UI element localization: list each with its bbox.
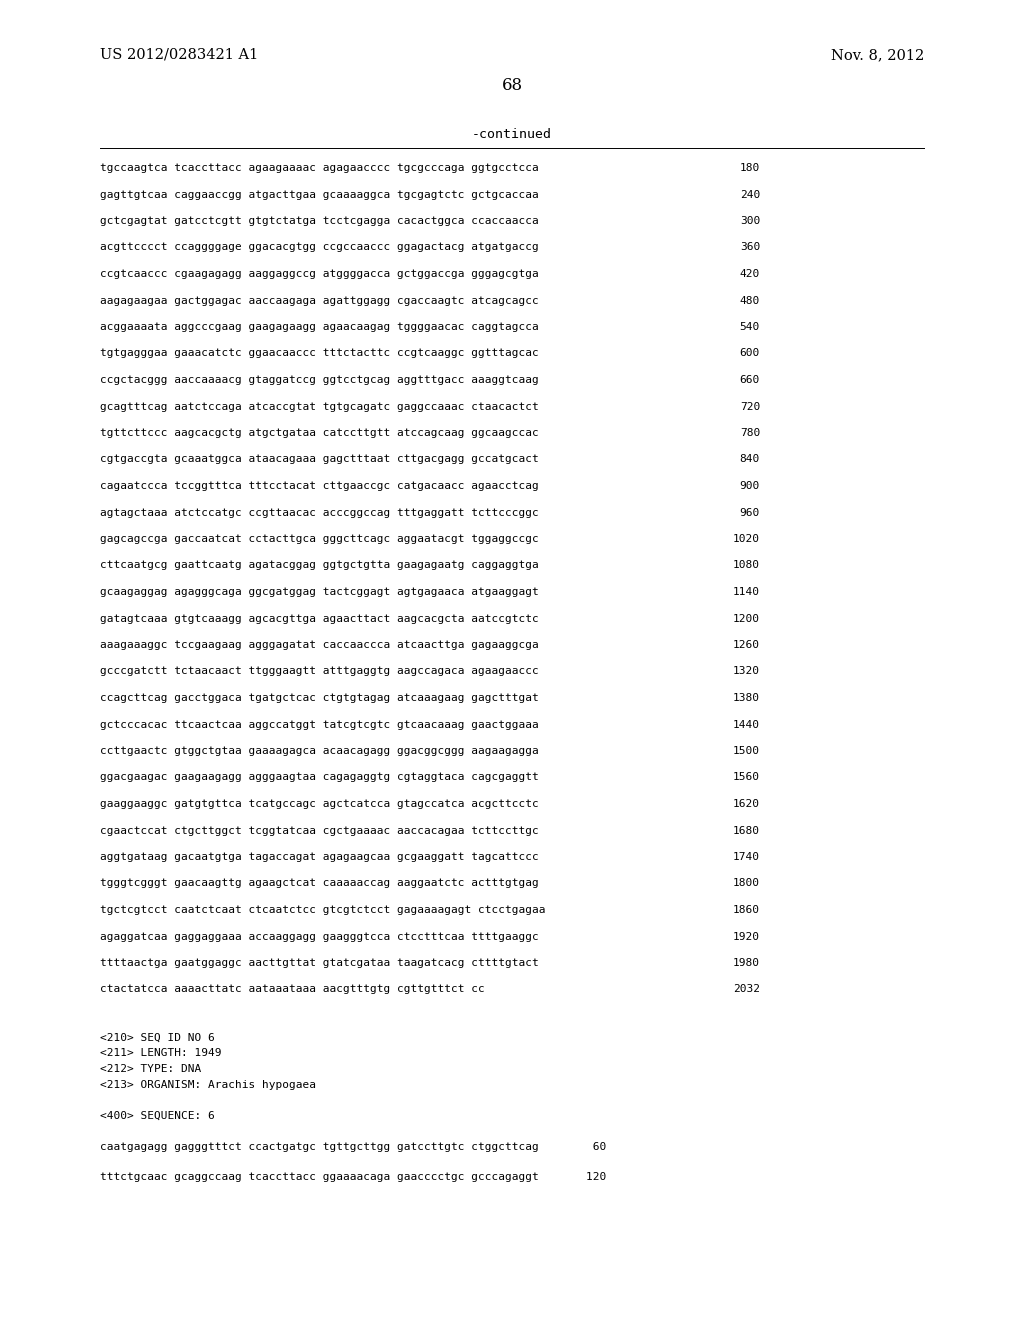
Text: gcagtttcag aatctccaga atcaccgtat tgtgcagatc gaggccaaac ctaacactct: gcagtttcag aatctccaga atcaccgtat tgtgcag… [100,401,539,412]
Text: 960: 960 [739,507,760,517]
Text: agaggatcaa gaggaggaaa accaaggagg gaagggtcca ctcctttcaa ttttgaaggc: agaggatcaa gaggaggaaa accaaggagg gaagggt… [100,932,539,941]
Text: <211> LENGTH: 1949: <211> LENGTH: 1949 [100,1048,221,1059]
Text: gctcccacac ttcaactcaa aggccatggt tatcgtcgtc gtcaacaaag gaactggaaa: gctcccacac ttcaactcaa aggccatggt tatcgtc… [100,719,539,730]
Text: 1080: 1080 [733,561,760,570]
Text: 300: 300 [739,216,760,226]
Text: gcaagaggag agagggcaga ggcgatggag tactcggagt agtgagaaca atgaaggagt: gcaagaggag agagggcaga ggcgatggag tactcgg… [100,587,539,597]
Text: 840: 840 [739,454,760,465]
Text: gatagtcaaa gtgtcaaagg agcacgttga agaacttact aagcacgcta aatccgtctc: gatagtcaaa gtgtcaaagg agcacgttga agaactt… [100,614,539,623]
Text: aaagaaaggc tccgaagaag agggagatat caccaaccca atcaacttga gagaaggcga: aaagaaaggc tccgaagaag agggagatat caccaac… [100,640,539,649]
Text: acgttcccct ccaggggage ggacacgtgg ccgccaaccc ggagactacg atgatgaccg: acgttcccct ccaggggage ggacacgtgg ccgccaa… [100,243,539,252]
Text: gctcgagtat gatcctcgtt gtgtctatga tcctcgagga cacactggca ccaccaacca: gctcgagtat gatcctcgtt gtgtctatga tcctcga… [100,216,539,226]
Text: aggtgataag gacaatgtga tagaccagat agagaagcaa gcgaaggatt tagcattccc: aggtgataag gacaatgtga tagaccagat agagaag… [100,851,539,862]
Text: <213> ORGANISM: Arachis hypogaea: <213> ORGANISM: Arachis hypogaea [100,1080,316,1089]
Text: cgtgaccgta gcaaatggca ataacagaaa gagctttaat cttgacgagg gccatgcact: cgtgaccgta gcaaatggca ataacagaaa gagcttt… [100,454,539,465]
Text: Nov. 8, 2012: Nov. 8, 2012 [830,48,924,62]
Text: 360: 360 [739,243,760,252]
Text: gagcagccga gaccaatcat cctacttgca gggcttcagc aggaatacgt tggaggccgc: gagcagccga gaccaatcat cctacttgca gggcttc… [100,535,539,544]
Text: agtagctaaa atctccatgc ccgttaacac acccggccag tttgaggatt tcttcccggc: agtagctaaa atctccatgc ccgttaacac acccggc… [100,507,539,517]
Text: cttcaatgcg gaattcaatg agatacggag ggtgctgtta gaagagaatg caggaggtga: cttcaatgcg gaattcaatg agatacggag ggtgctg… [100,561,539,570]
Text: -continued: -continued [472,128,552,141]
Text: tgggtcgggt gaacaagttg agaagctcat caaaaaccag aaggaatctc actttgtgag: tgggtcgggt gaacaagttg agaagctcat caaaaac… [100,879,539,888]
Text: 1020: 1020 [733,535,760,544]
Text: tgttcttccc aagcacgctg atgctgataa catccttgtt atccagcaag ggcaagccac: tgttcttccc aagcacgctg atgctgataa catcctt… [100,428,539,438]
Text: 600: 600 [739,348,760,359]
Text: tttctgcaac gcaggccaag tcaccttacc ggaaaacaga gaacccctgc gcccagaggt       120: tttctgcaac gcaggccaag tcaccttacc ggaaaac… [100,1172,606,1183]
Text: 1920: 1920 [733,932,760,941]
Text: 1560: 1560 [733,772,760,783]
Text: tgctcgtcct caatctcaat ctcaatctcc gtcgtctcct gagaaaagagt ctcctgagaa: tgctcgtcct caatctcaat ctcaatctcc gtcgtct… [100,906,546,915]
Text: <400> SEQUENCE: 6: <400> SEQUENCE: 6 [100,1110,215,1121]
Text: 240: 240 [739,190,760,199]
Text: ccgtcaaccc cgaagagagg aaggaggccg atggggacca gctggaccga gggagcgtga: ccgtcaaccc cgaagagagg aaggaggccg atgggga… [100,269,539,279]
Text: 1740: 1740 [733,851,760,862]
Text: acggaaaata aggcccgaag gaagagaagg agaacaagag tggggaacac caggtagcca: acggaaaata aggcccgaag gaagagaagg agaacaa… [100,322,539,333]
Text: 1440: 1440 [733,719,760,730]
Text: 1500: 1500 [733,746,760,756]
Text: ttttaactga gaatggaggc aacttgttat gtatcgataa taagatcacg cttttgtact: ttttaactga gaatggaggc aacttgttat gtatcga… [100,958,539,968]
Text: 1860: 1860 [733,906,760,915]
Text: 1140: 1140 [733,587,760,597]
Text: ccgctacggg aaccaaaacg gtaggatccg ggtcctgcag aggtttgacc aaaggtcaag: ccgctacggg aaccaaaacg gtaggatccg ggtcctg… [100,375,539,385]
Text: 180: 180 [739,162,760,173]
Text: gagttgtcaa caggaaccgg atgacttgaa gcaaaaggca tgcgagtctc gctgcaccaa: gagttgtcaa caggaaccgg atgacttgaa gcaaaag… [100,190,539,199]
Text: ccttgaactc gtggctgtaa gaaaagagca acaacagagg ggacggcggg aagaagagga: ccttgaactc gtggctgtaa gaaaagagca acaacag… [100,746,539,756]
Text: 420: 420 [739,269,760,279]
Text: ggacgaagac gaagaagagg agggaagtaa cagagaggtg cgtaggtaca cagcgaggtt: ggacgaagac gaagaagagg agggaagtaa cagagag… [100,772,539,783]
Text: <210> SEQ ID NO 6: <210> SEQ ID NO 6 [100,1034,215,1043]
Text: aagagaagaa gactggagac aaccaagaga agattggagg cgaccaagtc atcagcagcc: aagagaagaa gactggagac aaccaagaga agattgg… [100,296,539,305]
Text: gcccgatctt tctaacaact ttgggaagtt atttgaggtg aagccagaca agaagaaccc: gcccgatctt tctaacaact ttgggaagtt atttgag… [100,667,539,676]
Text: 1980: 1980 [733,958,760,968]
Text: gaaggaaggc gatgtgttca tcatgccagc agctcatcca gtagccatca acgcttcctc: gaaggaaggc gatgtgttca tcatgccagc agctcat… [100,799,539,809]
Text: caatgagagg gagggtttct ccactgatgc tgttgcttgg gatccttgtc ctggcttcag        60: caatgagagg gagggtttct ccactgatgc tgttgct… [100,1142,606,1151]
Text: US 2012/0283421 A1: US 2012/0283421 A1 [100,48,258,62]
Text: cagaatccca tccggtttca tttcctacat cttgaaccgc catgacaacc agaacctcag: cagaatccca tccggtttca tttcctacat cttgaac… [100,480,539,491]
Text: 900: 900 [739,480,760,491]
Text: 780: 780 [739,428,760,438]
Text: 540: 540 [739,322,760,333]
Text: ctactatcca aaaacttatc aataaataaa aacgtttgtg cgttgtttct cc: ctactatcca aaaacttatc aataaataaa aacgttt… [100,985,484,994]
Text: cgaactccat ctgcttggct tcggtatcaa cgctgaaaac aaccacagaa tcttccttgc: cgaactccat ctgcttggct tcggtatcaa cgctgaa… [100,825,539,836]
Text: ccagcttcag gacctggaca tgatgctcac ctgtgtagag atcaaagaag gagctttgat: ccagcttcag gacctggaca tgatgctcac ctgtgta… [100,693,539,704]
Text: 68: 68 [502,77,522,94]
Text: 480: 480 [739,296,760,305]
Text: 1680: 1680 [733,825,760,836]
Text: 1620: 1620 [733,799,760,809]
Text: 1260: 1260 [733,640,760,649]
Text: 1200: 1200 [733,614,760,623]
Text: tgccaagtca tcaccttacc agaagaaaac agagaacccc tgcgcccaga ggtgcctcca: tgccaagtca tcaccttacc agaagaaaac agagaac… [100,162,539,173]
Text: 720: 720 [739,401,760,412]
Text: 2032: 2032 [733,985,760,994]
Text: tgtgagggaa gaaacatctc ggaacaaccc tttctacttc ccgtcaaggc ggtttagcac: tgtgagggaa gaaacatctc ggaacaaccc tttctac… [100,348,539,359]
Text: 1320: 1320 [733,667,760,676]
Text: <212> TYPE: DNA: <212> TYPE: DNA [100,1064,202,1074]
Text: 1380: 1380 [733,693,760,704]
Text: 1800: 1800 [733,879,760,888]
Text: 660: 660 [739,375,760,385]
